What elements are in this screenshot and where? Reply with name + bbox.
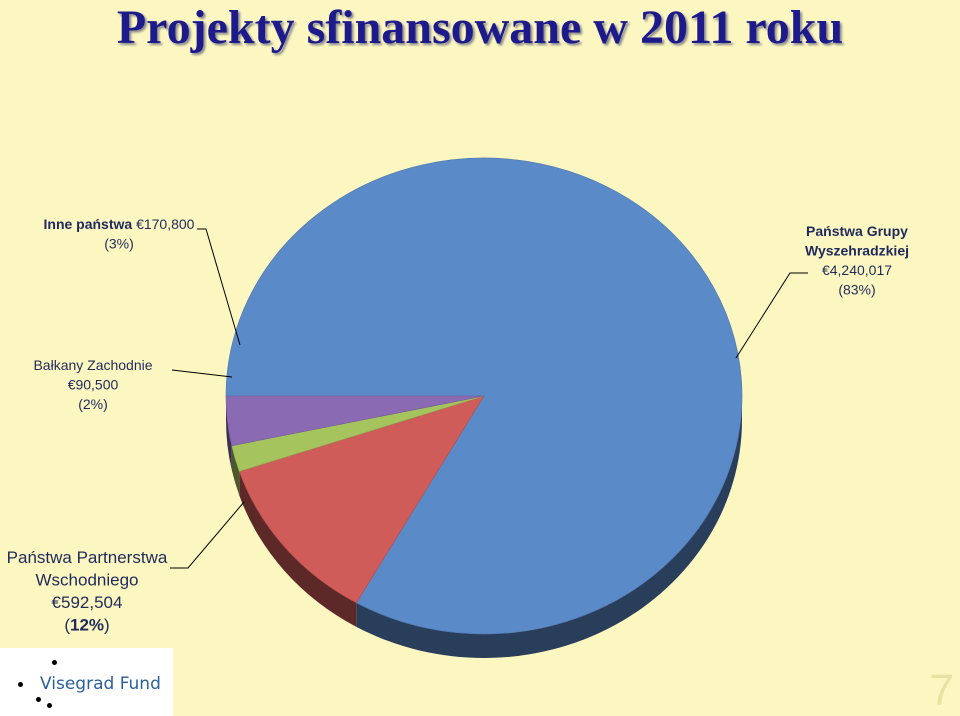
pie-slice [225, 157, 743, 635]
leader-lines [170, 228, 808, 569]
slice-label: Państwa Grupy Wyszehradzkiej €4,240,017 (83… [805, 223, 909, 298]
slice-label: Bałkany Zachodnie €90,500 (2%) [33, 357, 152, 412]
leader-line [171, 369, 233, 378]
page-number: 7 [929, 666, 954, 715]
pie-slices [225, 157, 743, 635]
logo-text: Visegrad Fund [40, 674, 161, 694]
slice-label: Inne państwa €170,800 (3%) [44, 216, 195, 252]
bullet-dot [18, 682, 23, 687]
slice-label: Państwa Partnerstwa Wschodniego €592,504 (1… [7, 548, 168, 635]
leader-line [170, 501, 245, 569]
leader-line [197, 228, 241, 346]
pie-slice-side [356, 396, 742, 658]
visegrad-logo [0, 648, 173, 716]
pie-slice [238, 395, 485, 604]
slide-title: Projekty sfinansowane w 2011 roku [116, 1, 844, 54]
pie-slice [225, 395, 485, 447]
bullet-dot [47, 703, 52, 708]
pie-slice-side [239, 471, 357, 627]
slice-labels: Państwa Grupy Wyszehradzkiej €4,240,017 (83… [7, 216, 909, 635]
pie-slice-side [231, 445, 240, 496]
leader-line [735, 272, 808, 359]
bullet-dot [52, 660, 57, 665]
bullet-dot [36, 697, 41, 702]
